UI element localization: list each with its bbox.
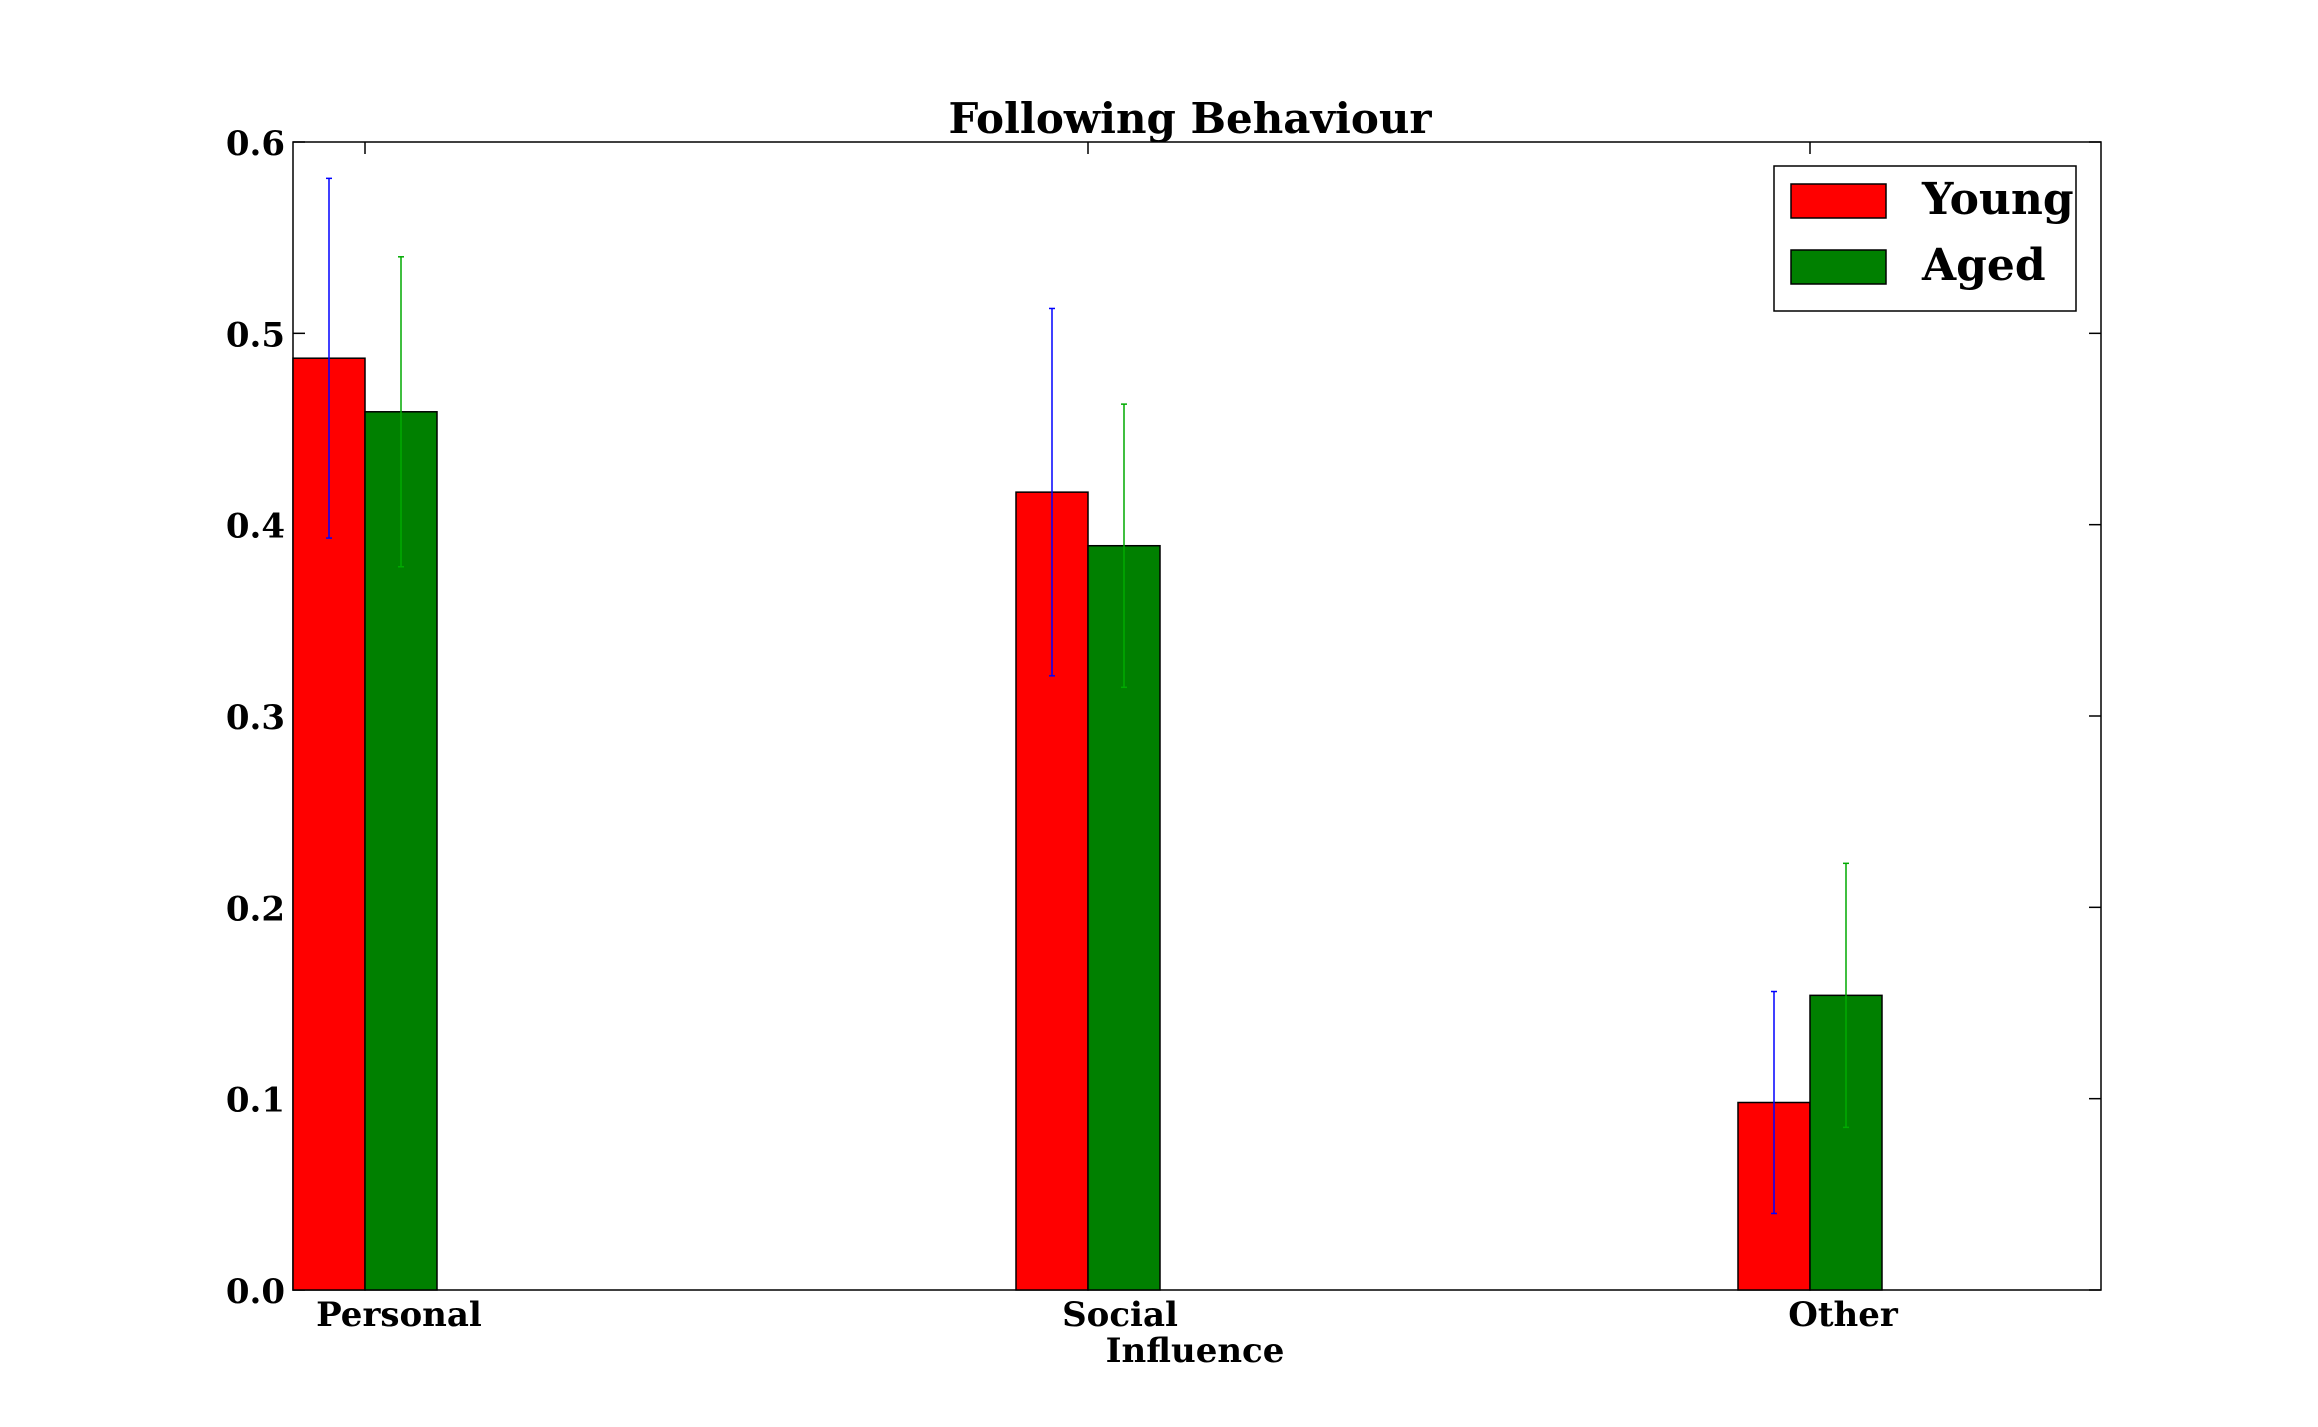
x-tick-label: Personal — [316, 1295, 482, 1335]
y-tick-label: 0.6 — [226, 124, 285, 164]
legend: Young Aged — [1773, 165, 2077, 312]
legend-label-aged: Aged — [1921, 240, 2046, 291]
x-tick-label: Other — [1788, 1295, 1899, 1335]
chart-title: Following Behaviour — [948, 94, 1432, 143]
y-tick-label: 0.2 — [226, 889, 285, 929]
y-tick-label: 0.3 — [226, 698, 285, 738]
legend-swatch-young — [1790, 183, 1887, 219]
y-tick-label: 0.1 — [226, 1081, 285, 1121]
y-tick-label: 0.4 — [226, 507, 285, 547]
y-tick-label: 0.5 — [226, 315, 285, 355]
legend-swatch-aged — [1790, 249, 1887, 285]
legend-label-young: Young — [1921, 174, 2074, 225]
x-tick-label: Social — [1062, 1295, 1178, 1335]
y-tick-label: 0.0 — [226, 1272, 285, 1312]
x-tick-label: Influence — [1106, 1331, 1285, 1371]
